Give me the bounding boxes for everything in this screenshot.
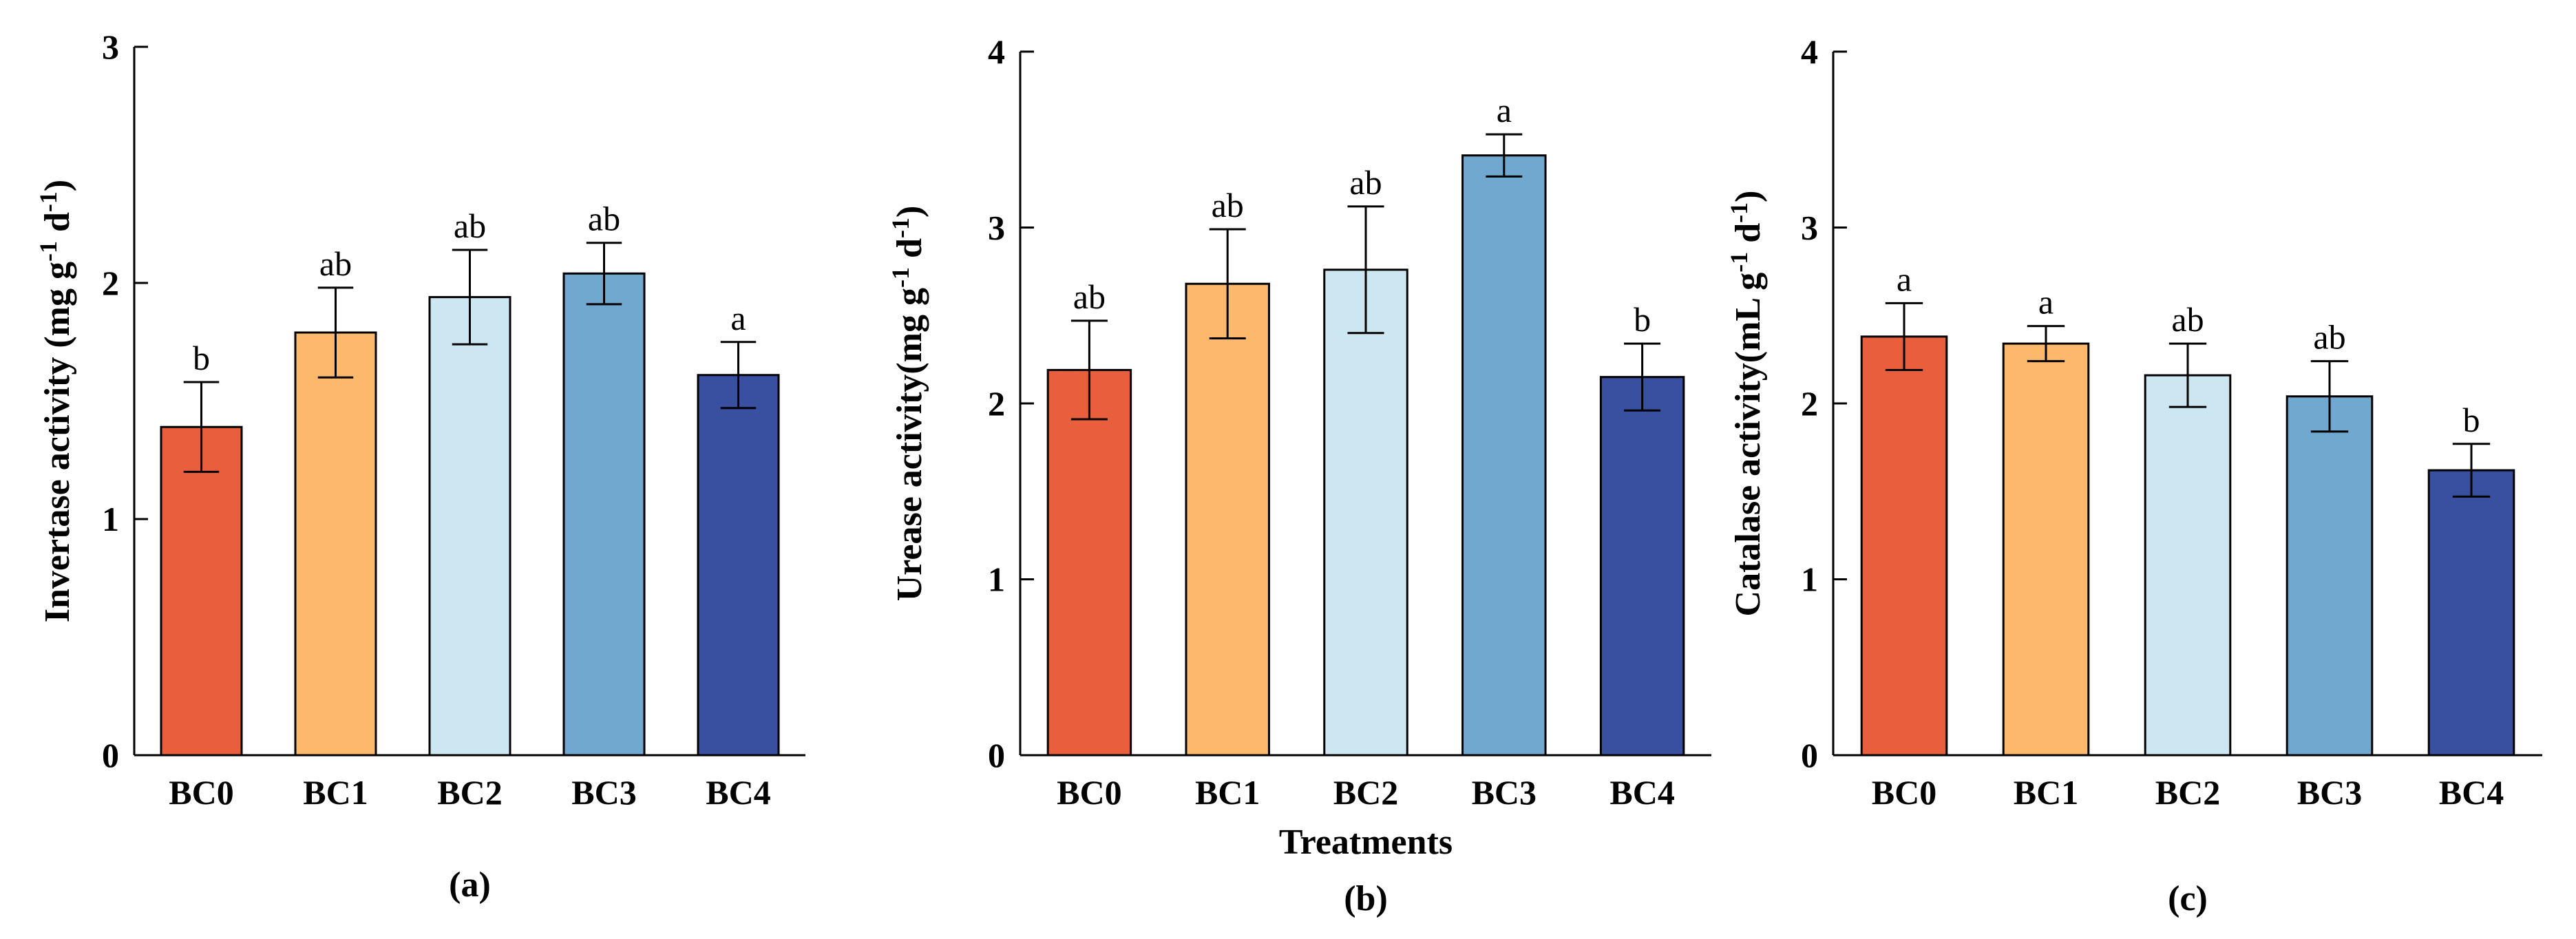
x-tick-label: BC4: [1609, 773, 1674, 812]
y-tick-label: 2: [1801, 384, 1818, 423]
x-tick-label: BC1: [303, 773, 368, 812]
y-tick-label: 3: [988, 209, 1005, 247]
y-tick-label: 4: [1801, 32, 1818, 71]
y-tick-label: 3: [102, 28, 119, 66]
significance-letter: a: [2038, 283, 2054, 321]
panel-label: (a): [449, 865, 491, 905]
x-tick-label: BC1: [1195, 773, 1260, 812]
y-tick-label: 2: [102, 264, 119, 302]
y-axis-label: Urease activity(mg g-1 d-1): [887, 206, 929, 602]
x-tick-label: BC4: [2439, 773, 2504, 812]
bar-bc0: [160, 425, 243, 757]
x-axis-title: Treatments: [1279, 823, 1453, 862]
significance-letter: a: [1897, 260, 1912, 298]
significance-letter: a: [730, 299, 746, 337]
y-tick-label: 1: [1801, 560, 1818, 599]
significance-letter: b: [2463, 401, 2480, 439]
significance-letter: ab: [319, 244, 352, 283]
y-tick-label: 0: [988, 736, 1005, 774]
significance-letter: a: [1497, 91, 1512, 129]
bar-bc3: [2285, 395, 2374, 757]
y-tick-label: 2: [988, 384, 1005, 423]
significance-letter: ab: [2171, 300, 2204, 339]
significance-letter: ab: [2313, 318, 2345, 357]
panel-label: (c): [2168, 879, 2208, 918]
bar-bc0: [1860, 335, 1948, 757]
significance-letter: ab: [1073, 277, 1106, 316]
bar-bc4: [697, 374, 780, 757]
x-tick-label: BC1: [2014, 773, 2078, 812]
bar-bc3: [1461, 154, 1547, 757]
significance-letter: ab: [1349, 163, 1382, 202]
x-tick-label: BC0: [1057, 773, 1121, 812]
chart-panel-1: b BC0 ab BC1 ab BC2 ab BC3 a BC4 0 1 2 3 Invertase act…: [34, 28, 805, 905]
bar-bc4: [2427, 469, 2515, 757]
significance-letter: b: [193, 339, 210, 377]
bar-bc3: [562, 272, 646, 757]
x-tick-label: BC2: [1333, 773, 1398, 812]
bar-bc1: [1185, 282, 1270, 757]
y-tick-label: 1: [988, 560, 1005, 599]
x-tick-label: BC3: [2297, 773, 2362, 812]
x-tick-label: BC0: [169, 773, 233, 812]
significance-letter: ab: [588, 200, 620, 238]
bar-bc1: [294, 331, 377, 757]
significance-letter: ab: [454, 207, 486, 245]
y-tick-label: 0: [1801, 736, 1818, 774]
x-tick-label: BC2: [437, 773, 502, 812]
y-tick-label: 0: [102, 736, 119, 774]
y-tick-label: 3: [1801, 209, 1818, 247]
bar-bc2: [2144, 374, 2232, 757]
x-tick-label: BC0: [1872, 773, 1936, 812]
bar-bc4: [1599, 376, 1685, 757]
y-axis-label: Catalase activity(mL g-1 d-1): [1725, 191, 1768, 617]
x-tick-label: BC3: [1472, 773, 1537, 812]
panel-label: (b): [1344, 879, 1388, 918]
y-axis-label: Invertase activity (mg g-1 d-1): [34, 180, 77, 622]
bar-bc2: [1323, 268, 1408, 757]
bar-bc0: [1046, 368, 1132, 757]
x-tick-label: BC4: [706, 773, 770, 812]
chart-panel-3: a BC0 a BC1 ab BC2 ab BC3 b BC4 0 1 2 3 4 Catalase acti…: [1725, 32, 2542, 918]
bar-bc1: [2002, 342, 2090, 757]
y-tick-label: 1: [102, 500, 119, 538]
significance-letter: b: [1634, 300, 1651, 339]
y-tick-label: 4: [988, 32, 1005, 71]
chart-panel-2: ab BC0 ab BC1 ab BC2 a BC3 b BC4 0 1 2 3 4 Urease activ…: [887, 32, 1711, 918]
x-tick-label: BC3: [571, 773, 636, 812]
x-tick-label: BC2: [2155, 773, 2220, 812]
bar-bc2: [428, 296, 511, 757]
significance-letter: ab: [1212, 186, 1244, 224]
